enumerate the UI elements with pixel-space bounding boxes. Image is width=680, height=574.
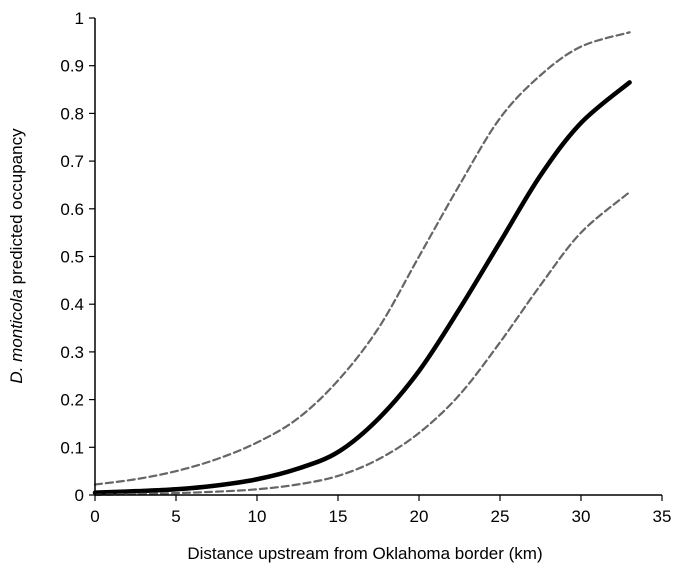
x-tick-label: 5 — [171, 507, 180, 526]
x-axis-label: Distance upstream from Oklahoma border (… — [187, 544, 542, 563]
y-tick-label: 0.6 — [60, 200, 84, 219]
x-tick-label: 30 — [572, 507, 591, 526]
y-tick-label: 0.9 — [60, 57, 84, 76]
y-axis-label-species: D. monticola — [7, 289, 26, 383]
upper-confidence-line — [93, 31, 631, 486]
lower-confidence-line — [93, 191, 631, 497]
x-tick-label: 20 — [410, 507, 429, 526]
y-tick-label: 0.8 — [60, 104, 84, 123]
y-tick-label: 0.3 — [60, 343, 84, 362]
x-tick-label: 35 — [653, 507, 672, 526]
y-tick-label: 0.5 — [60, 248, 84, 267]
y-axis-label: D. monticola predicted occupancy — [7, 128, 26, 384]
x-tick-label: 15 — [329, 507, 348, 526]
y-tick-label: 0.7 — [60, 152, 84, 171]
curves-layer — [92, 31, 632, 497]
x-tick-label: 25 — [491, 507, 510, 526]
x-ticks: 0 5 10 15 20 25 30 35 — [90, 495, 671, 526]
predicted-occupancy-line — [92, 80, 632, 495]
y-tick-label: 0 — [75, 486, 84, 505]
y-axis-label-rest: predicted occupancy — [7, 128, 26, 289]
x-tick-label: 0 — [90, 507, 99, 526]
y-tick-label: 0.4 — [60, 295, 84, 314]
y-tick-label: 0.2 — [60, 391, 84, 410]
y-tick-label: 1 — [75, 9, 84, 28]
y-tick-label: 0.1 — [60, 438, 84, 457]
y-ticks: 0 0.1 0.2 0.3 0.4 0.5 0.6 0.7 0.8 0.9 1 — [60, 9, 95, 505]
x-tick-label: 10 — [248, 507, 267, 526]
